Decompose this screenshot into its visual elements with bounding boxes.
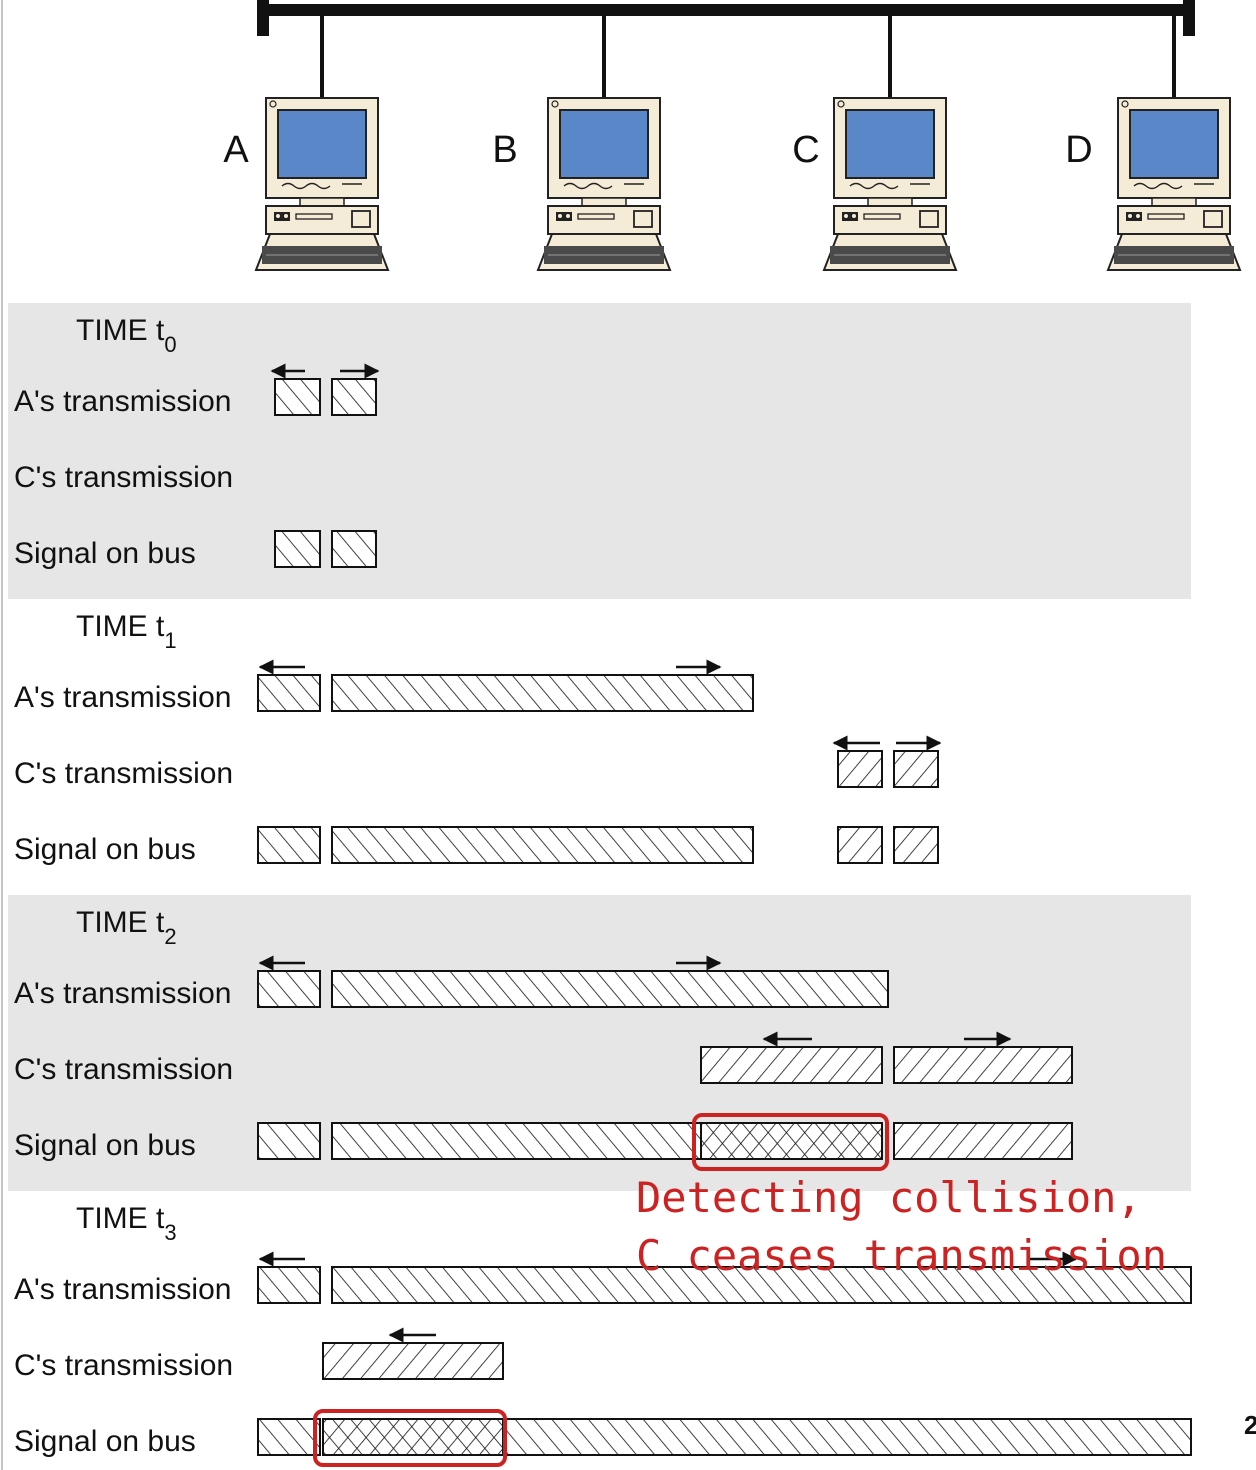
time-heading: TIME t3 — [76, 1202, 177, 1245]
row-label: C's transmission — [14, 1349, 233, 1382]
panel-t3: TIME t3 A's transmission C's transmission S… — [14, 1202, 1192, 1467]
panel-t2: TIME t2 A's transmission C's transmission S… — [8, 895, 1191, 1191]
page-number-fragment: 2 — [1244, 1410, 1256, 1440]
signal-segment — [257, 970, 321, 1008]
time-heading: TIME t1 — [76, 610, 177, 653]
signal-segment — [257, 1418, 321, 1456]
panel-t1: TIME t1 A's transmission C's transmission S… — [14, 610, 942, 866]
signal-segment — [331, 970, 889, 1008]
signal-segment — [837, 826, 883, 864]
signal-segment — [331, 674, 754, 712]
time-heading: TIME t2 — [76, 906, 177, 949]
station-c: C — [792, 16, 957, 271]
row-label: Signal on bus — [14, 537, 196, 570]
collision-annotation: Detecting collision, C ceases transmissi… — [636, 1173, 1167, 1280]
station-b: B — [492, 16, 671, 271]
panel-shade — [8, 303, 1191, 599]
row-a-transmission: A's transmission — [14, 1266, 1192, 1306]
signal-segment — [331, 378, 377, 416]
signal-segment — [331, 1122, 702, 1160]
bus-network: A B C D — [223, 0, 1241, 271]
signal-segment — [893, 750, 939, 788]
computer-icon — [823, 97, 957, 271]
signal-segment — [257, 826, 321, 864]
signal-segment — [331, 1266, 1192, 1304]
row-c-transmission: C's transmission — [14, 461, 233, 494]
signal-segment — [893, 1046, 1073, 1084]
signal-segment — [331, 826, 754, 864]
signal-segment — [274, 378, 321, 416]
computer-icon — [1107, 97, 1241, 271]
time-subscript: 0 — [164, 332, 176, 357]
station-label: C — [792, 129, 819, 171]
signal-segment — [331, 530, 377, 568]
row-label: A's transmission — [14, 681, 231, 714]
row-a-transmission: A's transmission — [14, 674, 754, 714]
row-label: A's transmission — [14, 977, 231, 1010]
station-a: A — [223, 16, 389, 271]
signal-segment — [893, 1122, 1073, 1160]
signal-segment — [257, 674, 321, 712]
panel-t0: TIME t0 A's transmission C's transmission S… — [8, 303, 1191, 599]
time-subscript: 3 — [164, 1220, 176, 1245]
station-label: A — [223, 129, 249, 171]
collision-highlight-box — [692, 1113, 889, 1171]
signal-segment — [700, 1046, 883, 1084]
row-a-transmission: A's transmission — [14, 970, 889, 1010]
signal-segment — [257, 1122, 321, 1160]
time-heading-text: TIME t — [76, 610, 165, 643]
row-label: A's transmission — [14, 1273, 231, 1306]
row-label: A's transmission — [14, 385, 231, 418]
signal-segment — [257, 1266, 321, 1304]
computer-icon — [255, 97, 389, 271]
signal-segment — [837, 750, 883, 788]
station-label: B — [492, 129, 517, 171]
row-label: C's transmission — [14, 1053, 233, 1086]
signal-segment — [322, 1342, 504, 1380]
row-label: C's transmission — [14, 461, 233, 494]
row-c-transmission: C's transmission — [14, 1342, 504, 1382]
time-heading-text: TIME t — [76, 1202, 165, 1235]
time-heading-text: TIME t — [76, 314, 165, 347]
row-label: Signal on bus — [14, 833, 196, 866]
station-d: D — [1065, 16, 1241, 271]
time-heading: TIME t0 — [76, 314, 177, 357]
row-signal-on-bus: Signal on bus — [14, 1122, 1073, 1162]
row-c-transmission: C's transmission — [14, 1046, 1073, 1086]
signal-segment — [274, 530, 321, 568]
row-label: C's transmission — [14, 757, 233, 790]
row-signal-on-bus: Signal on bus — [14, 826, 939, 866]
annotation-line-2: C ceases transmission — [636, 1231, 1167, 1280]
signal-segment — [893, 826, 939, 864]
time-subscript: 1 — [164, 628, 176, 653]
collision-highlight-box — [313, 1409, 507, 1467]
time-heading-text: TIME t — [76, 906, 165, 939]
row-a-transmission: A's transmission — [14, 378, 377, 418]
row-label: Signal on bus — [14, 1425, 196, 1458]
signal-segment — [502, 1418, 1192, 1456]
time-subscript: 2 — [164, 924, 176, 949]
collision-overlay — [323, 1419, 503, 1455]
row-signal-on-bus: Signal on bus — [14, 1418, 1192, 1458]
collision-overlay — [701, 1123, 882, 1159]
computer-icon — [537, 97, 671, 271]
row-signal-on-bus: Signal on bus — [14, 530, 377, 570]
annotation-line-1: Detecting collision, — [636, 1173, 1142, 1222]
row-c-transmission: C's transmission — [14, 750, 939, 790]
row-label: Signal on bus — [14, 1129, 196, 1162]
station-label: D — [1065, 129, 1092, 171]
